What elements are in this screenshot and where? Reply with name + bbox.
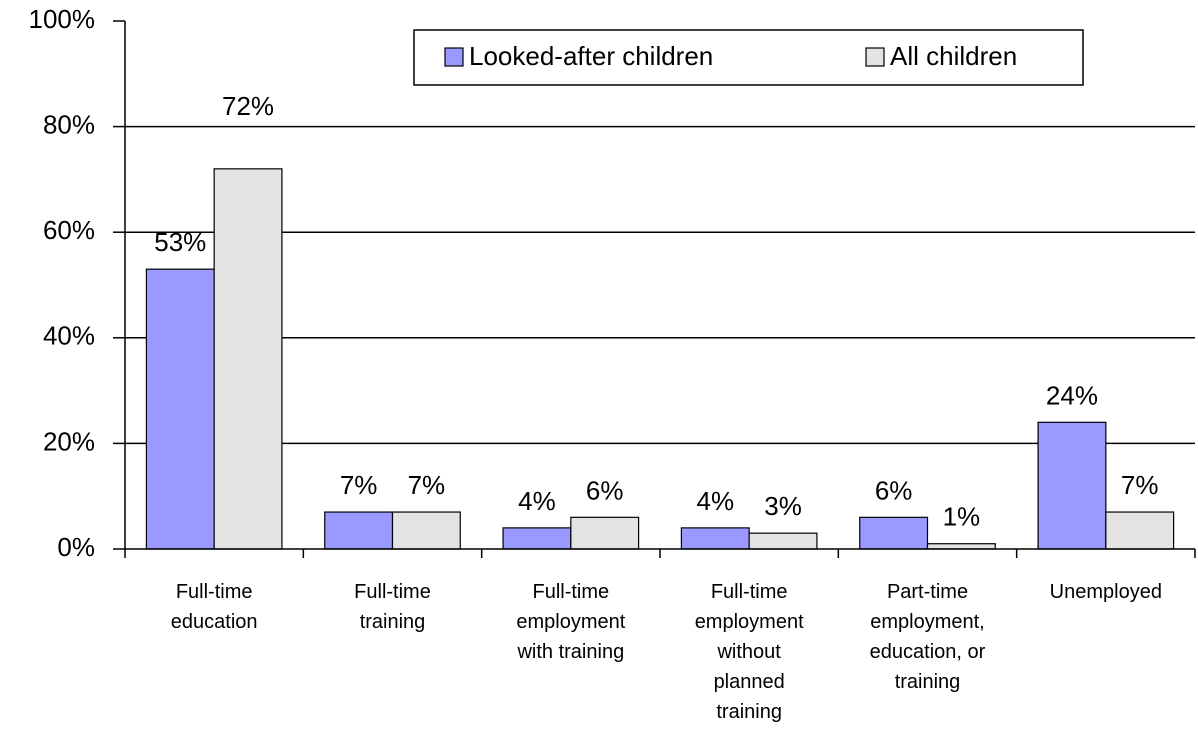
- x-tick-label: Unemployed: [1050, 581, 1162, 603]
- x-tick-label: Full-time employment with training: [516, 581, 625, 663]
- bar: [859, 516, 929, 550]
- x-tick-label-line: Unemployed: [1050, 581, 1162, 603]
- bar: [502, 527, 572, 550]
- bar: [926, 543, 996, 550]
- bar: [213, 168, 283, 550]
- bar: [680, 527, 750, 550]
- legend-swatch: [444, 47, 464, 67]
- y-tick-label: 20%: [43, 426, 95, 456]
- x-tick-label-line: employment: [695, 611, 804, 633]
- value-label: 7%: [1121, 470, 1159, 500]
- bar: [391, 511, 461, 550]
- bar: [324, 511, 394, 550]
- value-label: 72%: [222, 91, 274, 121]
- x-tick-label-line: training: [360, 611, 426, 633]
- value-label: 6%: [875, 475, 913, 505]
- bar: [748, 532, 818, 550]
- x-tick-label-line: without: [716, 641, 781, 663]
- x-tick-label-line: employment: [516, 611, 625, 633]
- bar: [1037, 421, 1107, 550]
- legend-label: Looked-after children: [469, 41, 713, 71]
- x-tick-label: Full-time education: [171, 581, 258, 633]
- x-tick-label-line: planned: [714, 671, 785, 693]
- x-tick-label-line: with training: [516, 641, 624, 663]
- value-label: 7%: [340, 470, 378, 500]
- y-tick-label: 100%: [29, 4, 96, 34]
- bar: [1105, 511, 1175, 550]
- x-tick-label-line: training: [895, 671, 961, 693]
- value-label: 1%: [943, 502, 981, 532]
- value-label: 4%: [518, 486, 556, 516]
- x-tick-label-line: education: [171, 611, 258, 633]
- value-label: 3%: [764, 491, 802, 521]
- y-tick-label: 80%: [43, 109, 95, 139]
- x-tick-label: Part-time employment, education, or trainin…: [870, 581, 986, 693]
- y-tick-label: 0%: [57, 532, 95, 562]
- x-tick-label-line: Part-time: [887, 581, 968, 603]
- legend-box: [413, 29, 1084, 86]
- x-tick-label-line: Full-time: [176, 581, 253, 603]
- y-tick-label: 40%: [43, 321, 95, 351]
- legend-label: All children: [890, 41, 1017, 71]
- x-tick-label-line: Full-time: [354, 581, 431, 603]
- value-label: 4%: [696, 486, 734, 516]
- x-tick-label-line: employment,: [870, 611, 985, 633]
- y-tick-label: 60%: [43, 215, 95, 245]
- value-label: 24%: [1046, 380, 1098, 410]
- x-tick-label-line: training: [716, 701, 782, 723]
- bar: [570, 516, 640, 550]
- legend-swatch: [865, 47, 885, 67]
- bar: [145, 268, 215, 550]
- x-tick-label: Full-time training: [354, 581, 431, 633]
- value-label: 53%: [154, 227, 206, 257]
- x-tick-label-line: education, or: [870, 641, 986, 663]
- x-tick-label-line: Full-time: [711, 581, 788, 603]
- x-tick-label: Full-time employment without planned trainin…: [695, 581, 804, 723]
- x-tick-label-line: Full-time: [532, 581, 609, 603]
- value-label: 6%: [586, 475, 624, 505]
- value-label: 7%: [408, 470, 446, 500]
